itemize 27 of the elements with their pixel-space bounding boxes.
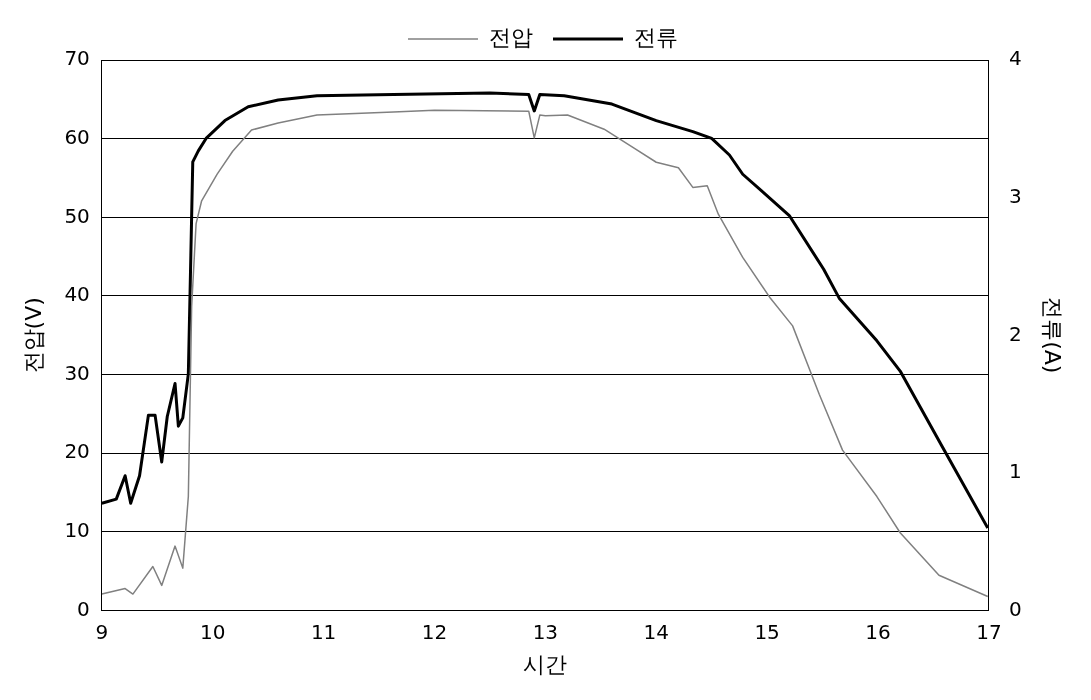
y2-tick-label: 4 [1008,46,1022,71]
y-tick-label: 10 [64,518,90,543]
x-tick-label: 12 [421,619,448,644]
x-tick-label: 9 [95,619,109,644]
y-axis-title: 전압(V) [20,297,46,374]
x-axis-title: 시간 [523,651,568,677]
y2-tick-label: 0 [1008,596,1022,621]
y-tick-label: 70 [64,46,90,71]
y-tick-label: 50 [64,203,90,228]
legend-label: 전압 [489,24,533,50]
y-tick-label: 20 [64,439,90,464]
y-tick-label: 60 [64,124,90,149]
y2-tick-label: 3 [1008,183,1022,208]
x-tick-label: 16 [865,619,891,644]
legend-label: 전류 [634,24,678,50]
y-tick-label: 0 [77,596,90,621]
y2-axis-title: 전류(A) [1040,297,1066,374]
x-tick-label: 13 [532,619,559,644]
x-tick-label: 11 [310,619,337,644]
y-tick-label: 30 [64,360,90,385]
x-tick-label: 15 [754,619,780,644]
y2-tick-label: 2 [1008,321,1022,346]
x-tick-label: 17 [976,619,1002,644]
x-tick-label: 10 [200,619,226,644]
y2-tick-label: 1 [1008,459,1022,484]
y-tick-label: 40 [64,282,90,307]
x-tick-label: 14 [643,619,669,644]
